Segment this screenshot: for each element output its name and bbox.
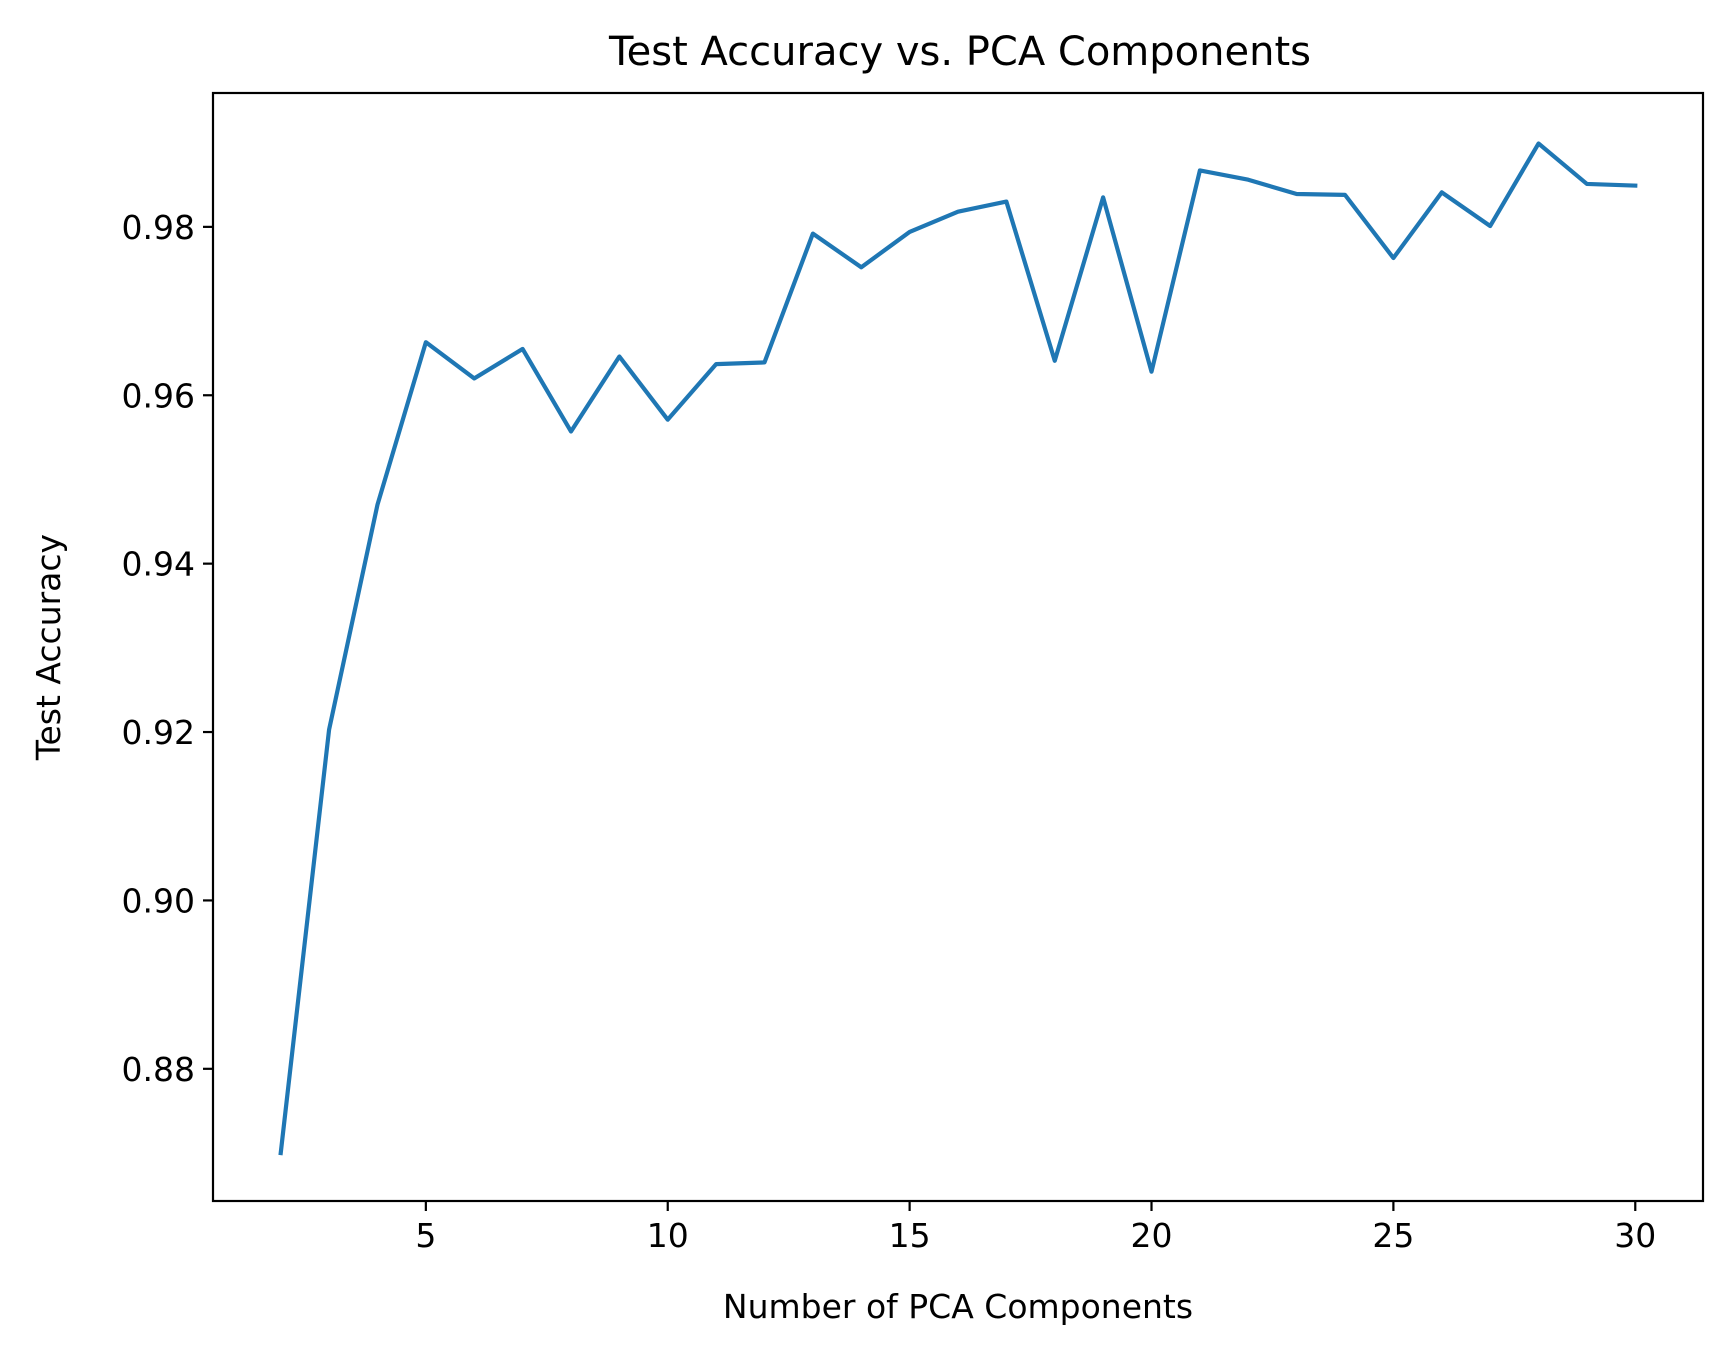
x-tick-label: 25	[1372, 1216, 1414, 1255]
ticks-layer: 5 10 15 20 25 30 0.88 0.90 0.92 0.94 0.96 0.98	[122, 208, 1657, 1255]
x-axis-label: Number of PCA Components	[723, 1287, 1193, 1326]
x-tick-label: 15	[889, 1216, 931, 1255]
y-tick-label: 0.88	[122, 1050, 195, 1089]
y-axis-label: Test Accuracy	[29, 534, 68, 761]
x-tick-label: 5	[415, 1216, 436, 1255]
x-tick-label: 30	[1614, 1216, 1656, 1255]
y-tick-label: 0.94	[122, 545, 195, 584]
y-tick-label: 0.90	[122, 881, 195, 920]
plot-frame	[211, 91, 1705, 1203]
x-tick-label: 20	[1131, 1216, 1173, 1255]
test-accuracy-line	[278, 141, 1638, 1156]
y-tick-label: 0.92	[122, 713, 195, 752]
series-layer	[278, 141, 1638, 1156]
y-tick-label: 0.98	[122, 208, 195, 247]
y-tick-label: 0.96	[122, 376, 195, 415]
x-tick-label: 10	[647, 1216, 689, 1255]
chart-title: Test Accuracy vs. PCA Components	[608, 29, 1311, 75]
